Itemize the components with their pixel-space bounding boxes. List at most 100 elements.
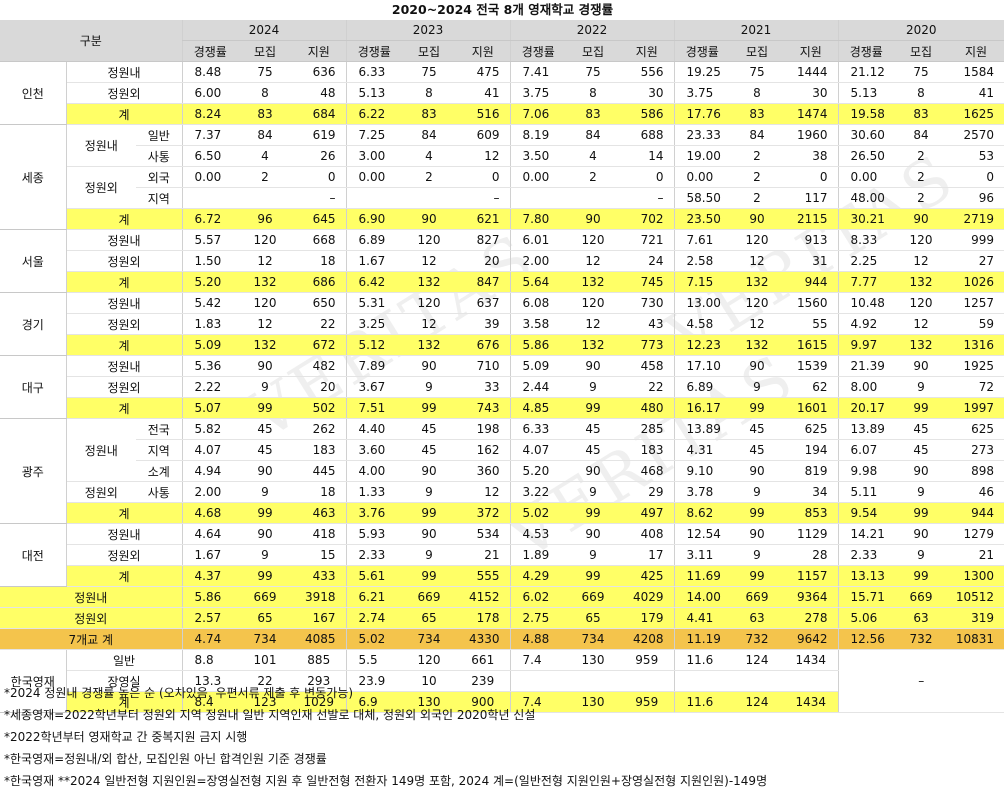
value-cell: 13.13: [837, 565, 894, 587]
value-cell: 63: [730, 607, 784, 629]
footnotes: *2024 정원내 경쟁률 높은 순 (오차있음. 우편서류 제출 후 변동가능…: [4, 683, 1004, 793]
value-cell: 2570: [948, 124, 1005, 146]
value-cell: 7.4: [509, 649, 566, 671]
value-cell: [238, 187, 292, 209]
value-cell: 360: [456, 460, 510, 482]
value-cell: 99: [238, 502, 292, 524]
value-cell: 4.41: [673, 607, 730, 629]
value-cell: 9: [894, 376, 948, 398]
value-cell: 8.24: [181, 103, 238, 125]
value-cell: 45: [894, 439, 948, 461]
value-cell: [566, 670, 620, 692]
value-cell: 9: [238, 544, 292, 566]
row-label: 정원외: [66, 82, 182, 104]
header-year: 2023: [345, 20, 510, 41]
value-cell: 38: [784, 145, 838, 167]
value-cell: 45: [402, 439, 456, 461]
value-cell: 120: [402, 649, 456, 671]
value-cell: 1.67: [181, 544, 238, 566]
value-cell: 4.31: [673, 439, 730, 461]
header-row-years: 구분 2024 2023 2022 2021 2020: [0, 20, 1005, 62]
header-metric: 경쟁률: [509, 40, 566, 62]
value-cell: 96: [238, 208, 292, 230]
value-cell: 30: [784, 82, 838, 104]
value-cell: 4.85: [509, 397, 566, 419]
value-cell: 84: [238, 124, 292, 146]
table-title: 2020~2024 전국 8개 영재학교 경쟁률: [391, 2, 614, 17]
value-cell: 1257: [948, 292, 1005, 314]
value-cell: 90: [566, 208, 620, 230]
value-cell: 669: [730, 586, 784, 608]
value-cell: 1925: [948, 355, 1005, 377]
header-metric: 모집: [730, 40, 784, 62]
value-cell: 516: [456, 103, 510, 125]
value-cell: 124: [730, 691, 784, 713]
value-cell: 8.19: [509, 124, 566, 146]
value-cell: 4.74: [181, 628, 238, 650]
table-row: 계 5.20 132 686 6.42 132 847 5.64 132 745 7.15 132 94…: [0, 271, 1005, 293]
value-cell: 75: [894, 61, 948, 83]
value-cell: 418: [292, 523, 346, 545]
value-cell: 3.60: [345, 439, 402, 461]
value-cell: 732: [894, 628, 948, 650]
value-cell: 8.48: [181, 61, 238, 83]
value-cell: 90: [566, 523, 620, 545]
value-cell: 9: [894, 481, 948, 503]
value-cell: 12: [402, 250, 456, 272]
value-cell: 63: [894, 607, 948, 629]
value-cell: 99: [730, 397, 784, 419]
value-cell: 130: [402, 691, 456, 713]
value-cell: 4.94: [181, 460, 238, 482]
value-cell: 12: [566, 250, 620, 272]
value-cell: 2.33: [345, 544, 402, 566]
value-cell: 48.00: [837, 187, 894, 209]
value-cell: 7.41: [509, 61, 566, 83]
region-label: 대전: [0, 523, 67, 587]
value-cell: 10512: [948, 586, 1005, 608]
value-cell: 13.3: [181, 670, 238, 692]
value-cell: 5.82: [181, 418, 238, 440]
value-cell: 702: [620, 208, 674, 230]
value-cell: [784, 670, 838, 692]
footnote: *2024 정원내 경쟁률 높은 순 (오차있음. 우편서류 제출 후 변동가능…: [4, 686, 354, 700]
value-cell: 2.33: [837, 544, 894, 566]
header-metric: 경쟁률: [181, 40, 238, 62]
value-cell: 58.50: [673, 187, 730, 209]
region-label: 인천: [0, 61, 67, 125]
value-cell: 46: [948, 481, 1005, 503]
value-cell: 4330: [456, 628, 510, 650]
value-cell: 433: [292, 565, 346, 587]
value-cell: 5.06: [837, 607, 894, 629]
value-cell: 319: [948, 607, 1005, 629]
value-cell: 0: [456, 166, 510, 188]
value-cell: 45: [238, 418, 292, 440]
value-cell: 4.07: [509, 439, 566, 461]
value-cell: 408: [620, 523, 674, 545]
value-cell: 5.57: [181, 229, 238, 251]
value-cell: 853: [784, 502, 838, 524]
value-cell: 6.89: [673, 376, 730, 398]
value-cell: 5.12: [345, 334, 402, 356]
value-cell: 4152: [456, 586, 510, 608]
value-cell: 90: [894, 460, 948, 482]
value-cell: 12: [730, 313, 784, 335]
value-cell: 3.11: [673, 544, 730, 566]
table-row: 계 5.07 99 502 7.51 99 743 4.85 99 480 16.17 99 1601 2…: [0, 397, 1005, 419]
value-cell: 120: [730, 292, 784, 314]
value-cell: 944: [948, 502, 1005, 524]
value-cell: [402, 187, 456, 209]
value-cell: 625: [948, 418, 1005, 440]
row-label: 정원내: [66, 124, 136, 167]
value-cell: 273: [948, 439, 1005, 461]
value-cell: 96: [948, 187, 1005, 209]
value-cell: 19.00: [673, 145, 730, 167]
value-cell: 7.61: [673, 229, 730, 251]
value-cell: 1539: [784, 355, 838, 377]
value-cell: 132: [894, 334, 948, 356]
value-cell: 7.25: [345, 124, 402, 146]
value-cell: 14: [620, 145, 674, 167]
value-cell: 6.01: [509, 229, 566, 251]
value-cell: 2: [730, 166, 784, 188]
value-cell: 625: [784, 418, 838, 440]
value-cell: 556: [620, 61, 674, 83]
